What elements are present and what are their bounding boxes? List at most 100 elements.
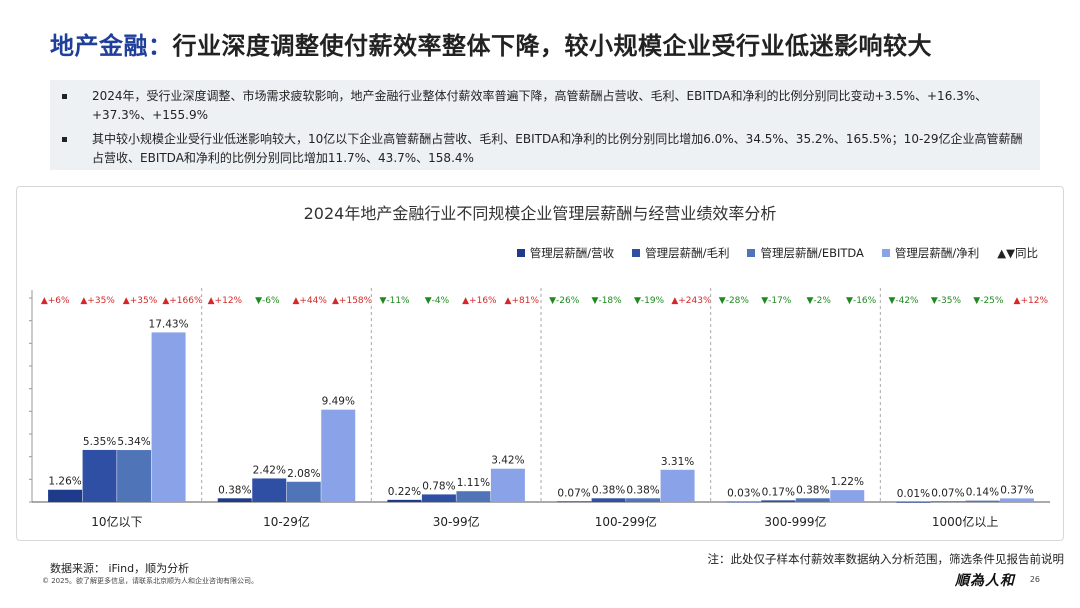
yoy-label: ▼-6% (255, 296, 280, 306)
bar (387, 499, 422, 502)
yoy-label: ▼-42% (888, 296, 919, 306)
data-label: 0.38% (218, 484, 251, 496)
yoy-label: ▼-25% (973, 296, 1004, 306)
yoy-label: ▲+35% (80, 296, 115, 306)
bar (48, 489, 83, 502)
chart-legend: 管理层薪酬/营收 管理层薪酬/毛利 管理层薪酬/EBITDA 管理层薪酬/净利 … (516, 245, 1038, 261)
yoy-label: ▲+44% (292, 296, 327, 306)
data-label: 0.37% (1000, 484, 1033, 496)
data-label: 0.17% (762, 486, 795, 498)
data-label: 1.11% (457, 477, 490, 489)
bar (626, 498, 661, 502)
yoy-label: ▼-4% (425, 296, 450, 306)
data-label: 0.38% (626, 484, 659, 496)
data-source: 数据来源： iFind，顺为分析 (50, 562, 190, 575)
data-label: 17.43% (149, 318, 189, 330)
data-label: 3.42% (491, 455, 524, 467)
data-label: 2.42% (253, 464, 286, 476)
yoy-label: ▲+6% (41, 296, 70, 306)
bar (252, 478, 287, 502)
data-label: 0.01% (897, 488, 930, 500)
legend-swatch-gross-profit (632, 249, 641, 257)
x-tick-label: 30-99亿 (433, 514, 480, 529)
bar (217, 498, 252, 502)
bar (117, 450, 152, 502)
legend-swatch-ebitda (747, 249, 756, 257)
yoy-label: ▲+166% (162, 296, 203, 306)
page-title: 地产金融：行业深度调整使付薪效率整体下降，较小规模企业受行业低迷影响较大 (50, 26, 932, 61)
data-label: 5.35% (83, 436, 116, 448)
bar (896, 501, 931, 503)
yoy-label: ▲+12% (1014, 296, 1049, 306)
chart-frame (16, 186, 1064, 541)
data-label: 9.49% (322, 396, 355, 408)
x-tick-label: 10-29亿 (263, 514, 310, 529)
bar (830, 490, 865, 502)
bar (726, 501, 761, 503)
bar (490, 468, 525, 502)
yoy-label: ▼-17% (761, 296, 792, 306)
yoy-label: ▼-28% (719, 296, 750, 306)
legend-label-net-profit: 管理层薪酬/净利 (894, 246, 980, 260)
legend-item-yoy: ▲▼同比 (997, 245, 1038, 261)
data-label: 3.31% (661, 456, 694, 468)
data-label: 0.38% (592, 484, 625, 496)
chart-title: 2024年地产金融行业不同规模企业管理层薪酬与经营业绩效率分析 (303, 204, 777, 223)
bar (999, 498, 1034, 502)
data-label: 0.38% (796, 484, 829, 496)
yoy-label: ▼-16% (846, 296, 877, 306)
bar (930, 501, 965, 503)
x-tick-label: 10亿以下 (91, 514, 142, 529)
data-label: 1.22% (831, 476, 864, 488)
x-tick-label: 1000亿以上 (932, 514, 999, 529)
data-label: 2.08% (287, 468, 320, 480)
yoy-label: ▲+35% (123, 296, 158, 306)
page-title-main: 行业深度调整使付薪效率整体下降，较小规模企业受行业低迷影响较大 (172, 32, 932, 60)
summary-box: 2024年，受行业深度调整、市场需求疲软影响，地产金融行业整体付薪效率普遍下降，… (50, 80, 1040, 170)
yoy-label: ▲+16% (462, 296, 497, 306)
yoy-label: ▲+243% (671, 296, 712, 306)
yoy-label: ▼-18% (592, 296, 623, 306)
bar (660, 469, 695, 502)
legend-label-ebitda: 管理层薪酬/EBITDA (760, 246, 864, 260)
legend-item-net-profit: 管理层薪酬/净利 (881, 245, 980, 261)
bar (557, 501, 592, 503)
data-label: 0.22% (388, 486, 421, 498)
yoy-label: ▼-26% (549, 296, 580, 306)
page-title-prefix: 地产金融： (50, 32, 173, 60)
yoy-label: ▼-2% (806, 296, 831, 306)
yoy-label: ▲+81% (505, 296, 540, 306)
yoy-label: ▼-19% (634, 296, 665, 306)
legend-swatch-net-profit (881, 249, 890, 257)
bar (591, 498, 626, 502)
legend-label-yoy: ▲▼同比 (997, 246, 1038, 260)
bar (321, 409, 356, 502)
legend-label-gross-profit: 管理层薪酬/毛利 (645, 246, 730, 260)
yoy-label: ▼-11% (379, 296, 410, 306)
bar (965, 500, 1000, 502)
bar (151, 332, 186, 502)
footnote: 注：此处仅子样本付薪效率数据纳入分析范围，筛选条件见报告前说明 (707, 552, 1065, 566)
data-label: 0.07% (557, 487, 590, 499)
summary-bullet-2: 其中较小规模企业受行业低迷影响较大，10亿以下企业高管薪酬占营收、毛利、EBIT… (60, 130, 1028, 168)
yoy-label: ▼-35% (931, 296, 962, 306)
data-label: 0.78% (422, 480, 455, 492)
brand-logo: 順為人和 (955, 573, 1015, 589)
bar (761, 500, 796, 502)
data-label: 5.34% (117, 436, 150, 448)
bar (82, 449, 117, 502)
legend-label-revenue: 管理层薪酬/营收 (529, 246, 615, 260)
yoy-label: ▲+158% (332, 296, 373, 306)
bar (286, 481, 321, 502)
bar (795, 498, 830, 502)
bar (456, 491, 491, 502)
copyright: © 2025。欲了解更多信息，请联系北京顺为人和企业咨询有限公司。 (42, 577, 259, 585)
data-label: 0.14% (966, 487, 999, 499)
bar (421, 494, 456, 502)
x-tick-label: 100-299亿 (595, 514, 657, 529)
data-label: 0.07% (931, 487, 964, 499)
data-label: 1.26% (48, 476, 81, 488)
legend-item-gross-profit: 管理层薪酬/毛利 (632, 245, 729, 261)
page-number: 26 (1029, 575, 1040, 584)
